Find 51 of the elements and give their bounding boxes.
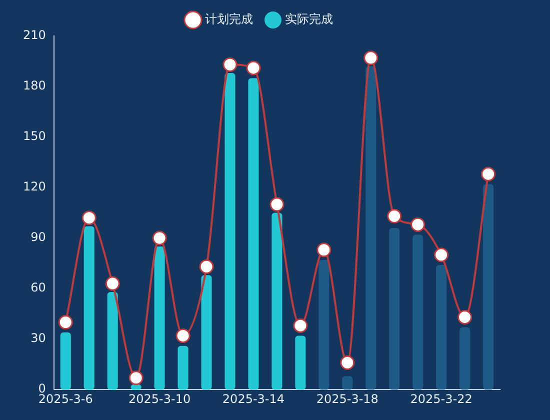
- point: [58, 315, 73, 330]
- point: [246, 60, 261, 76]
- point: [458, 310, 472, 324]
- bar: [154, 246, 165, 390]
- point: [481, 166, 496, 182]
- bar: [248, 78, 259, 390]
- y-tick-label: 90: [30, 230, 46, 244]
- bar: [84, 226, 94, 390]
- bar: [436, 265, 447, 390]
- point: [410, 217, 426, 232]
- x-tick-label: 2025-3-14: [222, 392, 285, 406]
- bar: [60, 332, 71, 390]
- bar: [460, 327, 470, 390]
- bar: [178, 346, 188, 390]
- bar: [318, 260, 330, 390]
- bar: [482, 184, 494, 390]
- x-tick-label: 2025-3-6: [38, 392, 93, 406]
- bar: [366, 66, 376, 390]
- point: [293, 318, 308, 333]
- y-tick-label: 60: [30, 280, 46, 295]
- bar: [201, 275, 212, 390]
- bar: [342, 376, 353, 390]
- point: [387, 208, 402, 224]
- point: [316, 242, 332, 258]
- bar: [224, 73, 236, 390]
- bar: [107, 292, 118, 390]
- point: [340, 355, 355, 370]
- y-tick-label: 30: [30, 331, 46, 346]
- bar: [295, 336, 306, 390]
- x-tick-label: 2025-3-10: [128, 392, 191, 406]
- y-tick-label: 210: [23, 28, 46, 42]
- point: [105, 276, 120, 291]
- legend-label: 实际完成: [285, 12, 333, 26]
- point: [152, 230, 167, 246]
- point: [364, 50, 378, 66]
- y-tick-label: 150: [23, 129, 46, 144]
- x-tick-label: 2025-3-22: [410, 392, 472, 406]
- point: [434, 248, 449, 262]
- point: [222, 57, 238, 72]
- x-tick-label: 2025-3-18: [316, 392, 378, 406]
- bar: [272, 212, 282, 390]
- bar: [412, 234, 424, 390]
- point: [128, 370, 144, 386]
- y-tick-label: 180: [23, 78, 46, 93]
- point: [176, 328, 190, 343]
- y-tick-label: 120: [23, 180, 46, 194]
- bar: [389, 228, 400, 390]
- point: [199, 259, 214, 274]
- point: [270, 197, 284, 212]
- legend-label: 计划完成: [205, 12, 253, 26]
- point: [82, 210, 96, 226]
